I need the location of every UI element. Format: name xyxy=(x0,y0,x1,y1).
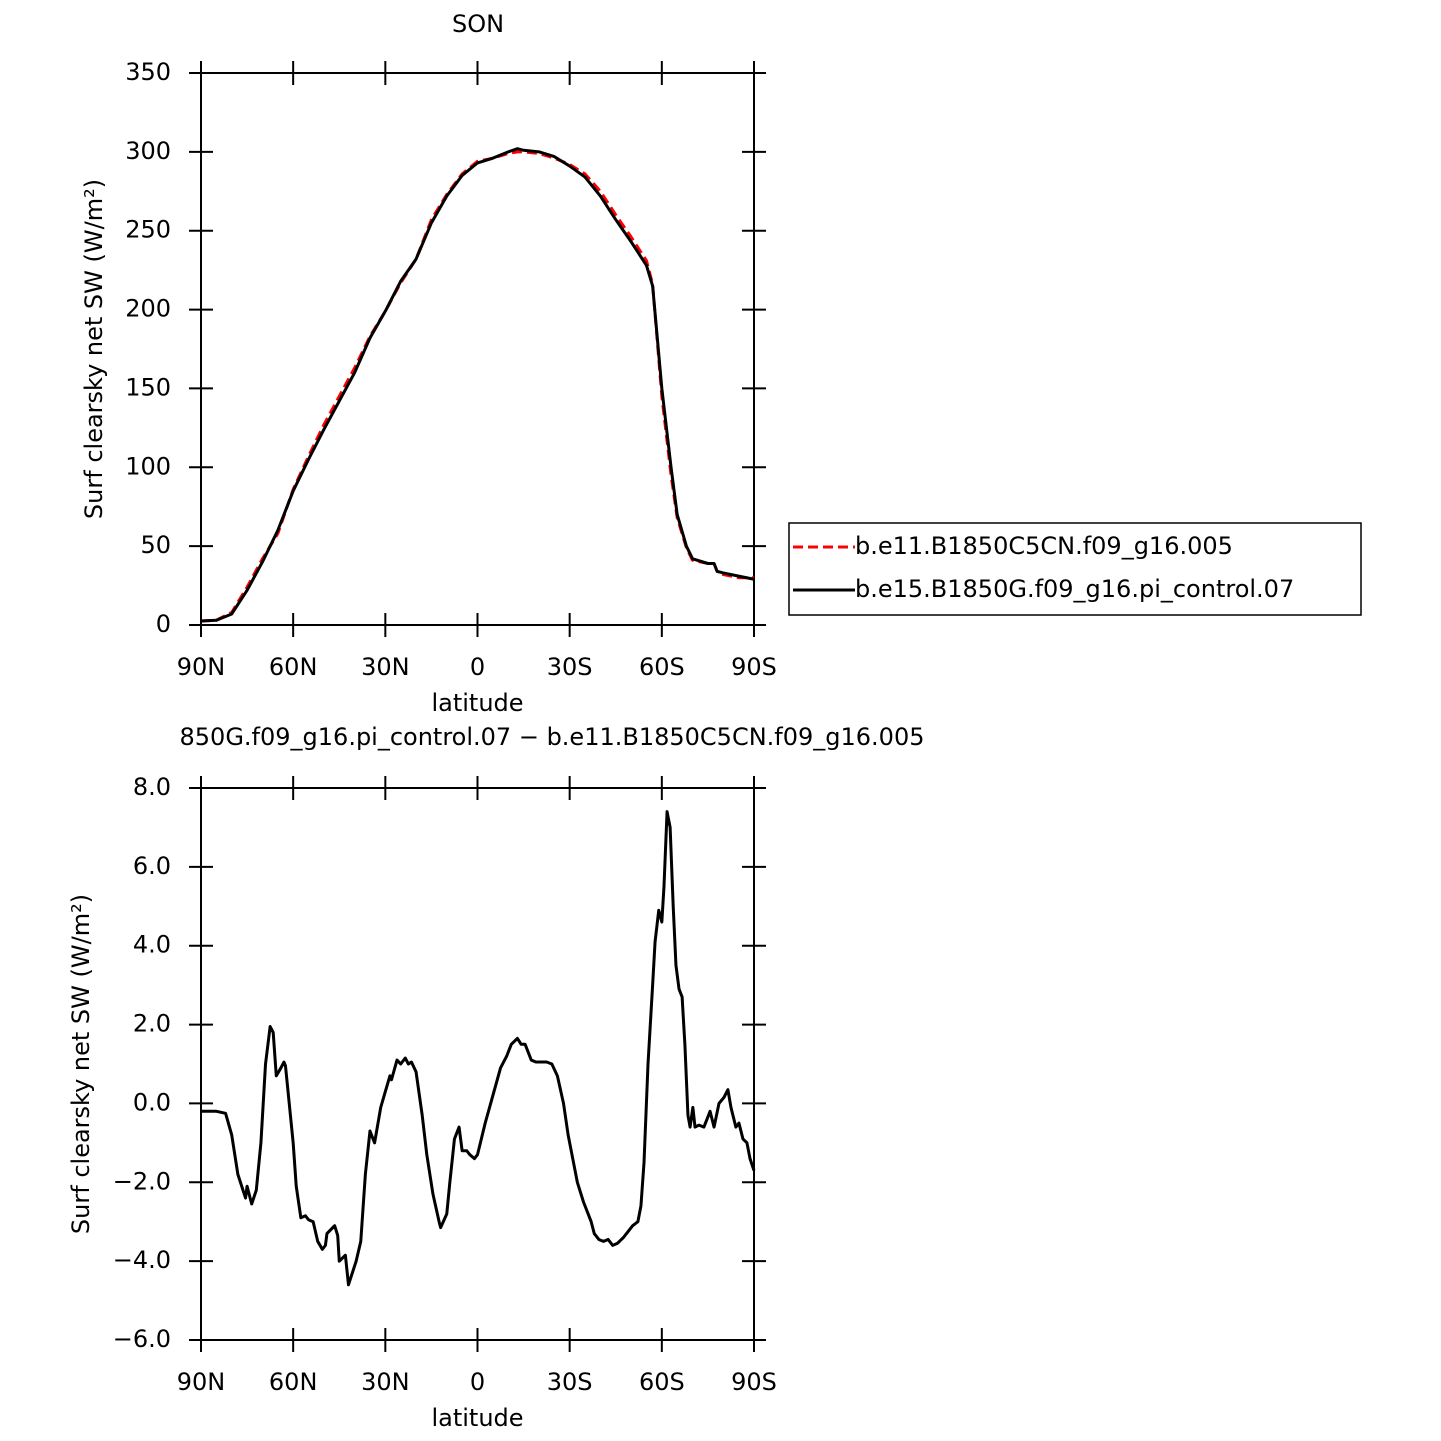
y-tick-label: 250 xyxy=(125,216,171,244)
data-line xyxy=(201,810,756,1287)
x-axis-label: latitude xyxy=(431,1404,523,1432)
data-line xyxy=(200,147,755,623)
legend-box xyxy=(788,522,1362,616)
y-tick-label: 8.0 xyxy=(133,773,171,801)
y-tick-label: 350 xyxy=(125,58,171,86)
plot-frame xyxy=(200,787,755,1341)
x-tick-label: 90N xyxy=(177,1368,226,1396)
y-tick-label: −4.0 xyxy=(113,1246,171,1274)
x-tick-label: 30N xyxy=(361,1368,410,1396)
x-tick-label: 90S xyxy=(731,1368,777,1396)
x-axis-label: latitude xyxy=(431,689,523,717)
x-tick-label: 30N xyxy=(361,653,410,681)
y-tick-label: 0.0 xyxy=(133,1088,171,1116)
x-tick-label: 60N xyxy=(269,653,318,681)
legend-label: b.e15.B1850G.f09_g16.pi_control.07 xyxy=(855,575,1294,603)
y-tick-label: 50 xyxy=(140,531,171,559)
x-tick-label: 30S xyxy=(547,1368,593,1396)
y-tick-label: −2.0 xyxy=(113,1167,171,1195)
y-tick-label: 2.0 xyxy=(133,1010,171,1038)
chart-title: 850G.f09_g16.pi_control.07 − b.e11.B1850… xyxy=(180,723,925,751)
x-tick-label: 90S xyxy=(731,653,777,681)
y-tick-label: 150 xyxy=(125,373,171,401)
x-tick-label: 60N xyxy=(269,1368,318,1396)
y-tick-label: 6.0 xyxy=(133,852,171,880)
x-tick-label: 90N xyxy=(177,653,226,681)
y-axis-label: Surf clearsky net SW (W/m²) xyxy=(80,179,108,519)
chart-title: SON xyxy=(452,10,504,38)
data-line xyxy=(200,150,754,623)
chart-panel: 850G.f09_g16.pi_control.07 − b.e11.B1850… xyxy=(67,723,924,1432)
y-axis-label: Surf clearsky net SW (W/m²) xyxy=(67,894,95,1234)
x-tick-label: 0 xyxy=(470,1368,485,1396)
y-tick-label: 300 xyxy=(125,137,171,165)
x-tick-label: 30S xyxy=(547,653,593,681)
legend-label: b.e11.B1850C5CN.f09_g16.005 xyxy=(855,532,1233,560)
x-tick-label: 0 xyxy=(470,653,485,681)
y-tick-label: 4.0 xyxy=(133,931,171,959)
x-tick-label: 60S xyxy=(639,1368,685,1396)
y-tick-label: 0 xyxy=(156,610,171,638)
y-tick-label: 100 xyxy=(125,452,171,480)
chart-panel: SON latitude Surf clearsky net SW (W/m²) 0 5… xyxy=(80,10,1362,717)
x-tick-label: 60S xyxy=(639,653,685,681)
y-tick-label: 200 xyxy=(125,295,171,323)
y-tick-label: −6.0 xyxy=(113,1325,171,1353)
plot-frame xyxy=(200,72,755,626)
